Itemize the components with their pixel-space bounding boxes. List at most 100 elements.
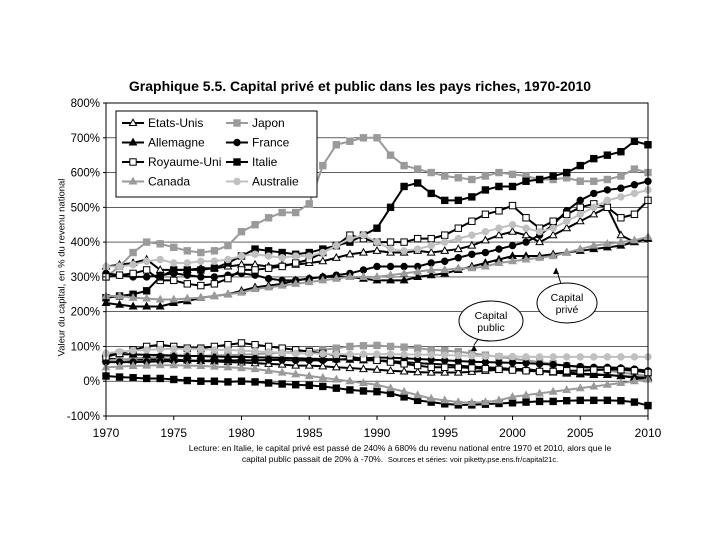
data-point — [318, 256, 328, 265]
data-point — [251, 266, 259, 274]
data-point — [575, 216, 585, 225]
data-point — [278, 380, 286, 388]
data-point — [589, 209, 599, 218]
data-point — [399, 275, 409, 284]
data-point — [237, 346, 246, 355]
data-point — [332, 384, 341, 392]
data-point — [413, 344, 422, 352]
data-point — [142, 287, 151, 295]
callout-bubble — [536, 282, 598, 324]
data-point — [630, 398, 639, 406]
data-point — [563, 353, 571, 361]
y-tick-label: 300% — [71, 272, 100, 284]
data-point — [210, 346, 219, 354]
data-point — [495, 365, 503, 374]
data-point — [481, 227, 490, 236]
data-point — [305, 252, 313, 260]
data-point — [617, 366, 625, 374]
data-point — [549, 172, 557, 180]
series-australie-public — [102, 345, 652, 361]
data-point — [440, 245, 450, 254]
data-point — [576, 196, 584, 205]
data-point — [115, 347, 124, 356]
data-point — [427, 189, 435, 198]
data-point — [440, 395, 450, 404]
data-point — [468, 193, 476, 201]
y-tick-label: 500% — [71, 202, 100, 214]
data-point — [291, 360, 301, 369]
data-point — [522, 214, 530, 222]
data-point — [319, 248, 327, 257]
y-tick-label: -100% — [67, 411, 100, 423]
y-tick-label: 600% — [71, 168, 100, 180]
data-point — [590, 203, 598, 212]
data-point — [590, 189, 598, 198]
data-point — [182, 360, 192, 369]
data-point — [549, 360, 557, 369]
data-point — [345, 363, 355, 372]
data-point — [292, 356, 300, 365]
data-point — [617, 193, 625, 201]
data-point — [494, 230, 504, 239]
data-point — [251, 347, 259, 356]
data-point — [332, 241, 341, 250]
data-point — [508, 399, 517, 407]
data-point — [400, 360, 408, 368]
data-point — [304, 371, 314, 380]
data-point — [562, 223, 572, 232]
data-point — [372, 272, 382, 280]
data-point — [603, 175, 612, 184]
data-point — [535, 353, 544, 361]
data-point — [495, 182, 503, 191]
data-point — [400, 350, 408, 359]
data-point — [426, 393, 436, 402]
data-point — [616, 230, 626, 239]
legend-label: Etats-Unis — [148, 116, 203, 130]
y-tick-label: 400% — [71, 237, 100, 249]
data-point — [495, 358, 503, 367]
data-point — [346, 342, 354, 351]
data-point — [304, 277, 314, 286]
data-point — [155, 301, 165, 310]
data-point — [129, 248, 137, 257]
data-point — [400, 238, 408, 246]
data-point — [454, 224, 463, 232]
data-point — [481, 365, 490, 373]
data-point — [617, 353, 625, 361]
data-point — [400, 247, 408, 255]
data-point — [549, 367, 557, 376]
data-point — [183, 247, 192, 255]
data-point — [522, 224, 530, 232]
legend: Etats-Unis Japon Allemagne France Royaume-Un… — [115, 110, 318, 198]
data-point — [237, 252, 246, 260]
data-point — [156, 374, 164, 383]
data-point — [441, 238, 449, 246]
data-point — [602, 379, 612, 388]
data-point — [480, 397, 490, 406]
legend-label: Japon — [252, 116, 285, 130]
data-point — [304, 360, 314, 369]
data-point — [155, 294, 165, 303]
data-point — [358, 378, 368, 387]
data-point — [292, 381, 300, 389]
data-point — [427, 168, 435, 177]
data-point — [183, 259, 192, 267]
data-point — [576, 367, 584, 375]
x-tick-label: 2000 — [499, 426, 526, 440]
legend-item: Royaume-Uni — [122, 155, 221, 169]
data-point — [535, 397, 544, 406]
data-point — [590, 177, 598, 185]
data-point — [210, 264, 219, 272]
data-point — [223, 289, 233, 298]
data-point — [156, 273, 164, 281]
data-point — [372, 245, 382, 254]
data-point — [224, 255, 232, 264]
data-point — [630, 210, 639, 218]
data-point — [617, 214, 625, 222]
data-point — [210, 280, 219, 288]
data-point — [413, 367, 423, 376]
data-point — [305, 200, 313, 208]
data-point — [400, 161, 408, 170]
x-tick-label: 1990 — [364, 426, 391, 440]
data-point — [453, 244, 463, 253]
